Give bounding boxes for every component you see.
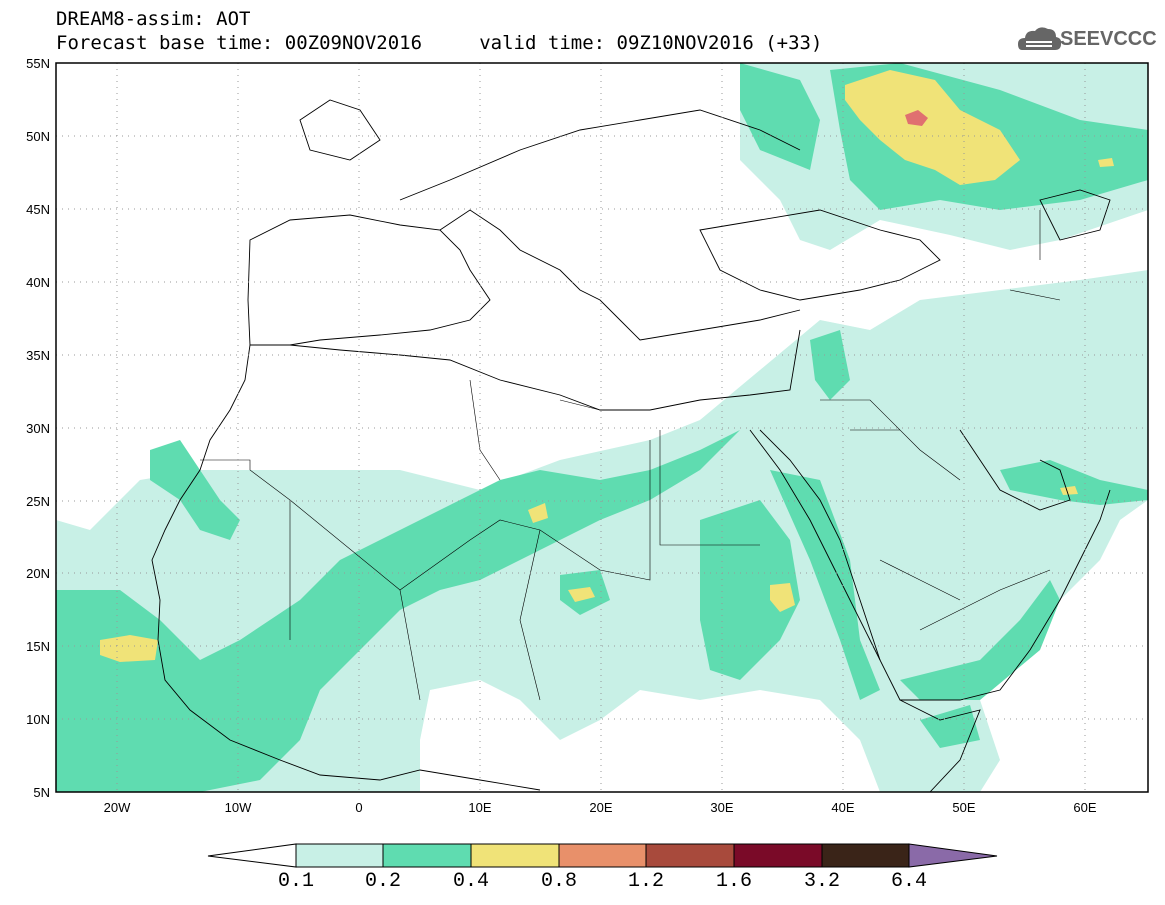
y-tick-label: 25N bbox=[26, 494, 50, 509]
y-tick-label: 15N bbox=[26, 639, 50, 654]
plot-frame bbox=[55, 62, 1149, 793]
aot-field bbox=[56, 63, 1148, 792]
x-tick-label: 10W bbox=[225, 800, 252, 815]
x-tick-label: 30E bbox=[710, 800, 733, 815]
x-tick-label: 10E bbox=[468, 800, 491, 815]
colorbar-arrow-left bbox=[207, 843, 297, 868]
x-tick-label: 0 bbox=[355, 800, 362, 815]
x-tick-label: 20E bbox=[589, 800, 612, 815]
y-tick-label: 30N bbox=[26, 421, 50, 436]
x-tick-label: 20W bbox=[104, 800, 131, 815]
colorbar-label: 0.1 bbox=[277, 870, 315, 893]
colorbar-arrow-right bbox=[908, 843, 998, 868]
colorbar-swatch bbox=[558, 843, 647, 868]
y-tick-label: 20N bbox=[26, 566, 50, 581]
y-tick-label: 5N bbox=[33, 785, 50, 800]
y-tick-label: 50N bbox=[26, 129, 50, 144]
colorbar-swatch bbox=[821, 843, 910, 868]
colorbar-swatch bbox=[382, 843, 472, 868]
colorbar-label: 3.2 bbox=[803, 870, 841, 893]
y-tick-label: 45N bbox=[26, 202, 50, 217]
x-tick-label: 60E bbox=[1073, 800, 1096, 815]
chart-title-line1: DREAM8-assim: AOT bbox=[56, 8, 251, 30]
colorbar-label: 0.4 bbox=[452, 870, 490, 893]
logo-text: SEEVCCC bbox=[1060, 28, 1157, 50]
colorbar-label: 6.4 bbox=[890, 870, 928, 893]
x-axis-labels: 20W 10W 0 10E 20E 30E 40E 50E 60E bbox=[104, 800, 1097, 815]
y-axis-labels: 55N 50N 45N 40N 35N 30N 25N 20N 15N 10N … bbox=[26, 56, 50, 800]
chart-title-line2: Forecast base time: 00Z09NOV2016 valid t… bbox=[56, 32, 823, 54]
y-tick-label: 10N bbox=[26, 712, 50, 727]
borders bbox=[200, 210, 1061, 701]
y-tick-label: 40N bbox=[26, 275, 50, 290]
colorbar-swatch bbox=[733, 843, 823, 868]
colorbar-swatch bbox=[645, 843, 735, 868]
x-tick-label: 40E bbox=[831, 800, 854, 815]
y-tick-label: 35N bbox=[26, 348, 50, 363]
colorbar-label: 0.8 bbox=[540, 870, 578, 893]
colorbar bbox=[207, 843, 998, 868]
colorbar-swatch bbox=[470, 843, 560, 868]
aot-band-peak bbox=[905, 110, 928, 126]
cloud-logo-icon bbox=[1018, 27, 1062, 50]
x-tick-label: 50E bbox=[952, 800, 975, 815]
colorbar-label: 1.2 bbox=[627, 870, 665, 893]
colorbar-label: 0.2 bbox=[364, 870, 402, 893]
colorbar-swatch bbox=[295, 843, 384, 868]
colorbar-label: 1.6 bbox=[715, 870, 753, 893]
y-tick-label: 55N bbox=[26, 56, 50, 71]
aot-band-high bbox=[100, 70, 1114, 662]
gridlines bbox=[56, 63, 1148, 792]
